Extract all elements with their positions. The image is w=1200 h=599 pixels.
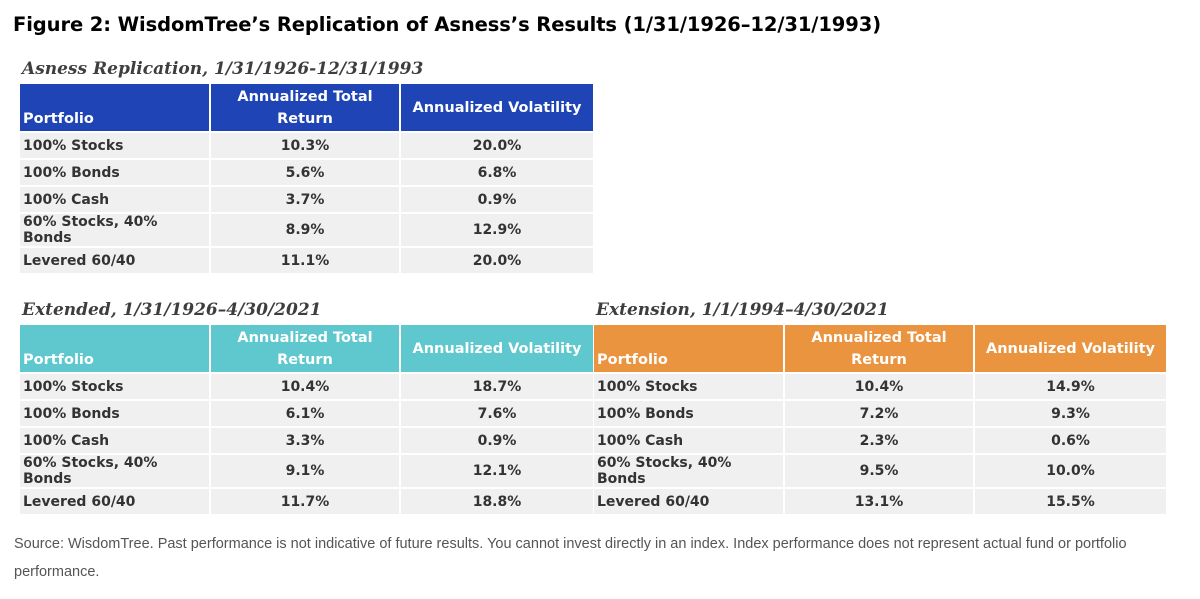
return-cell: 6.1%: [210, 399, 401, 427]
header-volatility: Annualized Volatility: [974, 325, 1166, 373]
header-volatility: Annualized Volatility: [400, 325, 593, 373]
volatility-cell: 10.0%: [974, 453, 1166, 488]
return-cell: 13.1%: [784, 487, 975, 514]
return-cell: 2.3%: [784, 426, 975, 454]
volatility-cell: 15.5%: [974, 487, 1166, 514]
header-total-return: Annualized Total Return: [210, 325, 401, 373]
volatility-cell: 7.6%: [400, 399, 593, 427]
table-row: 60% Stocks, 40% Bonds 9.1% 12.1%: [20, 453, 593, 488]
portfolio-cell: Levered 60/40: [20, 246, 211, 273]
asness-table-title: Asness Replication, 1/31/1926-12/31/1993: [22, 59, 424, 79]
volatility-cell: 6.8%: [400, 158, 593, 186]
table-row: 100% Bonds 6.1% 7.6%: [20, 399, 593, 427]
volatility-cell: 20.0%: [400, 131, 593, 159]
return-cell: 9.1%: [210, 453, 401, 488]
portfolio-cell: 100% Stocks: [20, 131, 211, 159]
extension-table-title: Extension, 1/1/1994–4/30/2021: [596, 300, 889, 320]
return-cell: 3.7%: [210, 185, 401, 213]
table-row: 100% Stocks 10.4% 18.7%: [20, 372, 593, 400]
table-row: 100% Cash 3.7% 0.9%: [20, 185, 593, 213]
table-row: Levered 60/40 11.1% 20.0%: [20, 246, 593, 273]
table-row: 100% Bonds 5.6% 6.8%: [20, 158, 593, 186]
figure-title: Figure 2: WisdomTree’s Replication of As…: [13, 13, 882, 36]
portfolio-cell: 100% Bonds: [20, 158, 211, 186]
asness-replication-table: Portfolio Annualized Total Return Annual…: [20, 84, 593, 273]
extended-table-title: Extended, 1/31/1926–4/30/2021: [22, 300, 322, 320]
portfolio-cell: 100% Stocks: [20, 372, 211, 400]
return-cell: 9.5%: [784, 453, 975, 488]
portfolio-cell: 60% Stocks, 40% Bonds: [594, 453, 785, 488]
volatility-cell: 14.9%: [974, 372, 1166, 400]
table-header-row: Portfolio Annualized Total Return Annual…: [594, 325, 1166, 373]
portfolio-cell: 100% Bonds: [20, 399, 211, 427]
table-header-row: Portfolio Annualized Total Return Annual…: [20, 84, 593, 132]
source-note: Source: WisdomTree. Past performance is …: [14, 536, 1127, 580]
table-header-row: Portfolio Annualized Total Return Annual…: [20, 325, 593, 373]
return-cell: 7.2%: [784, 399, 975, 427]
table-row: 100% Stocks 10.3% 20.0%: [20, 131, 593, 159]
volatility-cell: 12.1%: [400, 453, 593, 488]
table-row: 60% Stocks, 40% Bonds 9.5% 10.0%: [594, 453, 1166, 488]
return-cell: 10.4%: [210, 372, 401, 400]
return-cell: 3.3%: [210, 426, 401, 454]
return-cell: 10.3%: [210, 131, 401, 159]
header-volatility: Annualized Volatility: [400, 84, 593, 132]
portfolio-cell: 100% Cash: [20, 185, 211, 213]
volatility-cell: 12.9%: [400, 212, 593, 247]
table-row: Levered 60/40 13.1% 15.5%: [594, 487, 1166, 514]
header-portfolio: Portfolio: [20, 84, 211, 132]
portfolio-cell: 60% Stocks, 40% Bonds: [20, 212, 211, 247]
table-row: Levered 60/40 11.7% 18.8%: [20, 487, 593, 514]
extension-table: Portfolio Annualized Total Return Annual…: [594, 325, 1166, 514]
table-row: 100% Cash 3.3% 0.9%: [20, 426, 593, 454]
portfolio-cell: 100% Stocks: [594, 372, 785, 400]
portfolio-cell: Levered 60/40: [20, 487, 211, 514]
volatility-cell: 9.3%: [974, 399, 1166, 427]
return-cell: 11.1%: [210, 246, 401, 273]
header-portfolio: Portfolio: [594, 325, 785, 373]
table-row: 100% Cash 2.3% 0.6%: [594, 426, 1166, 454]
portfolio-cell: 100% Cash: [20, 426, 211, 454]
portfolio-cell: 60% Stocks, 40% Bonds: [20, 453, 211, 488]
volatility-cell: 0.9%: [400, 426, 593, 454]
header-total-return: Annualized Total Return: [784, 325, 975, 373]
return-cell: 11.7%: [210, 487, 401, 514]
table-row: 100% Stocks 10.4% 14.9%: [594, 372, 1166, 400]
header-portfolio: Portfolio: [20, 325, 211, 373]
portfolio-cell: Levered 60/40: [594, 487, 785, 514]
extended-table: Portfolio Annualized Total Return Annual…: [20, 325, 593, 514]
volatility-cell: 0.9%: [400, 185, 593, 213]
table-row: 100% Bonds 7.2% 9.3%: [594, 399, 1166, 427]
header-total-return: Annualized Total Return: [210, 84, 401, 132]
volatility-cell: 18.8%: [400, 487, 593, 514]
table-row: 60% Stocks, 40% Bonds 8.9% 12.9%: [20, 212, 593, 247]
portfolio-cell: 100% Cash: [594, 426, 785, 454]
return-cell: 5.6%: [210, 158, 401, 186]
volatility-cell: 18.7%: [400, 372, 593, 400]
volatility-cell: 20.0%: [400, 246, 593, 273]
return-cell: 8.9%: [210, 212, 401, 247]
portfolio-cell: 100% Bonds: [594, 399, 785, 427]
return-cell: 10.4%: [784, 372, 975, 400]
volatility-cell: 0.6%: [974, 426, 1166, 454]
